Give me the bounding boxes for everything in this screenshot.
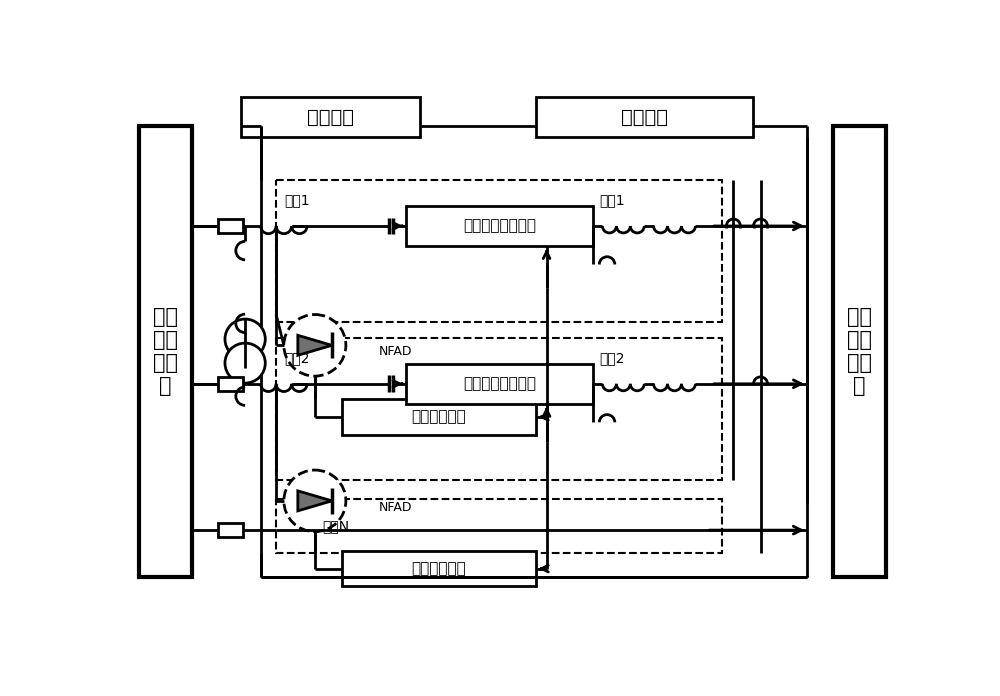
Bar (406, 364, 593, 404)
Circle shape (284, 470, 346, 532)
Circle shape (284, 315, 346, 376)
Bar (342, 551, 536, 586)
Circle shape (225, 343, 265, 383)
Text: 偏压放大电路: 偏压放大电路 (412, 561, 466, 576)
Bar (276, 180, 722, 322)
Bar (342, 400, 536, 434)
Bar (218, 523, 243, 537)
Bar (536, 97, 753, 137)
Text: 通道2: 通道2 (284, 351, 309, 365)
Bar (406, 206, 593, 246)
Text: 光纤阵列: 光纤阵列 (307, 108, 354, 127)
Bar (276, 499, 722, 553)
Bar (218, 377, 243, 390)
Text: 通道1: 通道1 (284, 193, 310, 207)
Bar (276, 338, 722, 480)
Bar (833, 126, 886, 577)
Text: 雪崩读出甄别电路: 雪崩读出甄别电路 (463, 219, 536, 233)
Text: 输出2: 输出2 (599, 351, 625, 365)
Text: 偏压放大电路: 偏压放大电路 (412, 409, 466, 425)
Polygon shape (298, 335, 332, 356)
Bar (218, 219, 243, 233)
Text: 死时
间计
时电
路: 死时 间计 时电 路 (847, 307, 872, 396)
Text: NFAD: NFAD (378, 345, 412, 358)
Bar (241, 97, 420, 137)
Text: 雪崩读出甄别电路: 雪崩读出甄别电路 (463, 377, 536, 391)
Text: NFAD: NFAD (378, 500, 412, 514)
Text: 通道N: 通道N (323, 519, 350, 533)
Text: 低噪
声高
压电
源: 低噪 声高 压电 源 (153, 307, 178, 396)
Bar (139, 126, 192, 577)
Polygon shape (298, 491, 332, 511)
Circle shape (225, 319, 265, 359)
Text: 输出1: 输出1 (599, 193, 625, 207)
Text: 温控电路: 温控电路 (621, 108, 668, 127)
